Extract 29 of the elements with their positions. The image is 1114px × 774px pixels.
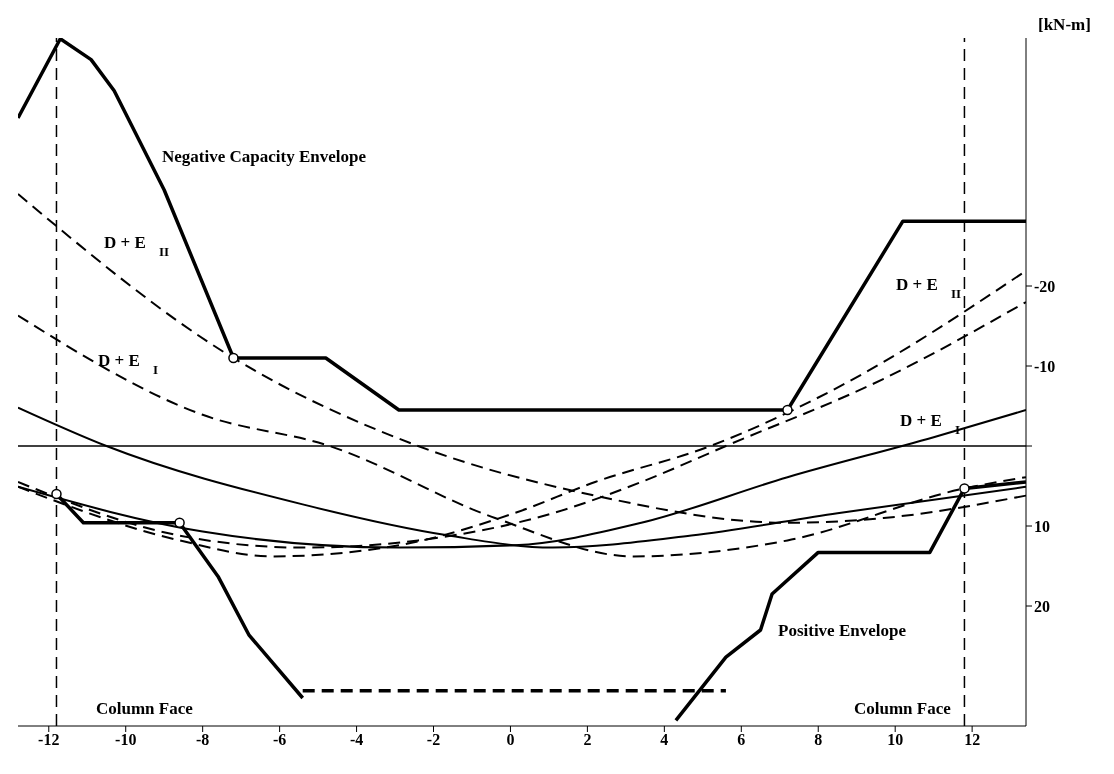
annotation: Column Face <box>96 699 194 718</box>
x-tick-label: -10 <box>115 731 137 749</box>
x-tick-label: -2 <box>426 731 441 749</box>
point <box>782 404 793 416</box>
x-tick-label: -6 <box>272 731 287 749</box>
series-label: Negative Capacity Envelope <box>162 147 367 166</box>
series-label: D + E⃖$_{II}$ <box>104 233 170 259</box>
x-tick-label: -8 <box>196 731 210 749</box>
x-tick-label: 0 <box>506 731 515 749</box>
y-tick-label: 20 <box>1034 597 1050 615</box>
y-tick-label: -10 <box>1034 357 1056 375</box>
point <box>51 488 62 500</box>
x-tick-label: -12 <box>38 731 60 749</box>
series-label: Positive Envelope <box>778 621 907 640</box>
x-tick-label: 8 <box>814 731 823 749</box>
x-tick-label: 10 <box>887 731 904 749</box>
y-tick-label: -20 <box>1034 277 1056 295</box>
y-axis-title: [kN-m] <box>1038 15 1091 34</box>
y-tick-label: 10 <box>1034 517 1050 535</box>
series-label: D + E⃖$_{I}$ <box>98 351 159 377</box>
x-tick-label: 4 <box>660 731 669 749</box>
series-label: D + E⃗$_{II}$ <box>896 275 962 301</box>
point <box>959 483 970 494</box>
x-tick-label: -4 <box>349 731 364 749</box>
point <box>228 352 239 364</box>
x-tick-label: 2 <box>583 731 592 749</box>
annotation: Column Face <box>854 699 952 718</box>
x-tick-label: 6 <box>737 731 746 749</box>
x-tick-label: 12 <box>964 731 981 749</box>
